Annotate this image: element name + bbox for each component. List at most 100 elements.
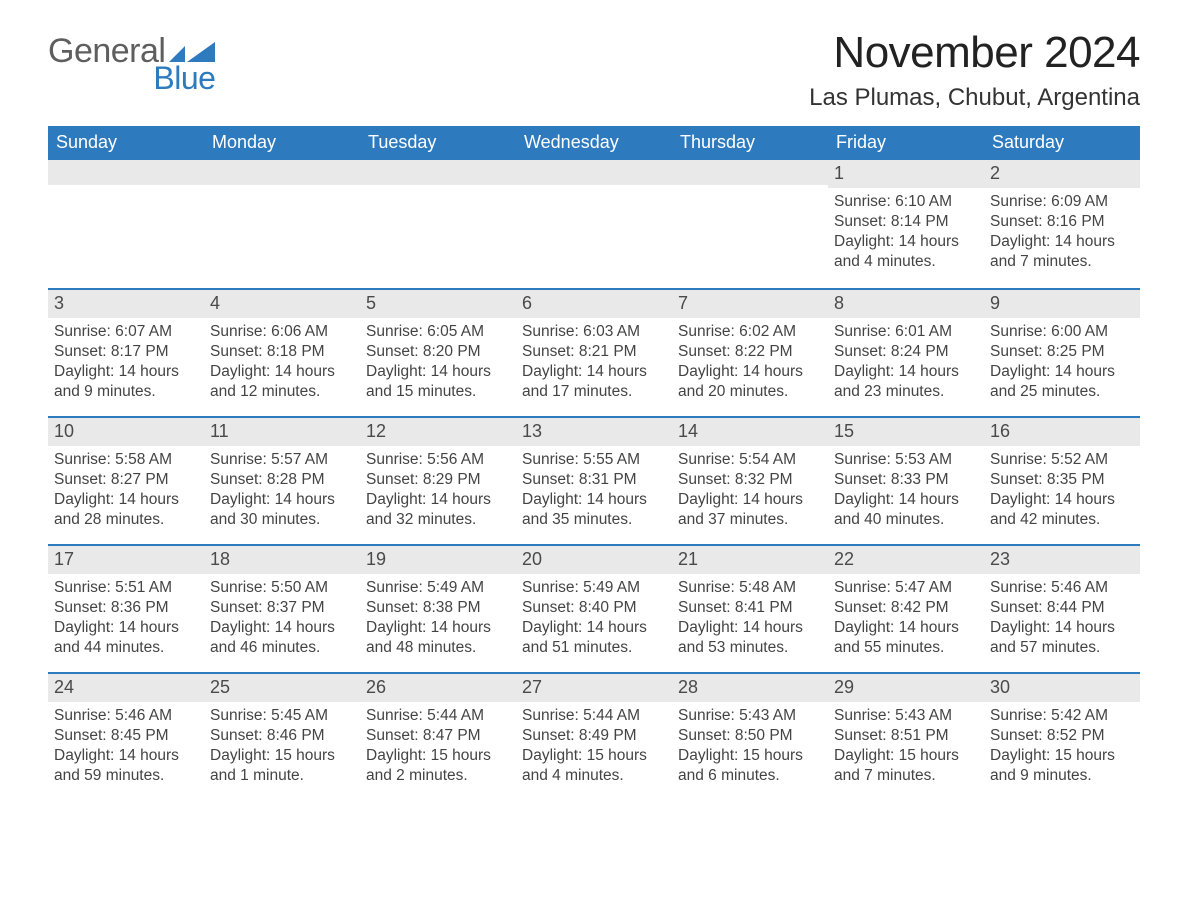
calendar-cell: 24Sunrise: 5:46 AMSunset: 8:45 PMDayligh… <box>48 674 204 800</box>
weekday-header: Thursday <box>672 126 828 160</box>
sunset-text: Sunset: 8:32 PM <box>678 470 822 490</box>
daylight-text-1: Daylight: 14 hours <box>834 362 978 382</box>
sunrise-text: Sunrise: 6:05 AM <box>366 322 510 342</box>
calendar-cell: 13Sunrise: 5:55 AMSunset: 8:31 PMDayligh… <box>516 418 672 544</box>
sunset-text: Sunset: 8:44 PM <box>990 598 1134 618</box>
daylight-text-1: Daylight: 14 hours <box>834 618 978 638</box>
daylight-text-2: and 9 minutes. <box>990 766 1134 786</box>
day-number: 12 <box>360 418 516 446</box>
day-number: 6 <box>516 290 672 318</box>
calendar-cell: 19 Sunrise: 5:49 AMSunset: 8:38 PMDayligh… <box>360 546 516 672</box>
sunset-text: Sunset: 8:16 PM <box>990 212 1134 232</box>
sunrise-text: Sunrise: 5:52 AM <box>990 450 1134 470</box>
daylight-text-1: Daylight: 14 hours <box>834 490 978 510</box>
day-number: 19 <box>360 546 516 574</box>
sunset-text: Sunset: 8:22 PM <box>678 342 822 362</box>
day-number: 7 <box>672 290 828 318</box>
daylight-text-2: and 23 minutes. <box>834 382 978 402</box>
daylight-text-2: and 2 minutes. <box>366 766 510 786</box>
day-number: 9 <box>984 290 1140 318</box>
week-row: 24Sunrise: 5:46 AMSunset: 8:45 PMDayligh… <box>48 672 1140 800</box>
weekday-header: Tuesday <box>360 126 516 160</box>
day-number: 21 <box>672 546 828 574</box>
sunrise-text: Sunrise: 6:00 AM <box>990 322 1134 342</box>
page-subtitle: Las Plumas, Chubut, Argentina <box>809 84 1140 112</box>
sunset-text: Sunset: 8:41 PM <box>678 598 822 618</box>
sunrise-text: Sunrise: 6:03 AM <box>522 322 666 342</box>
daylight-text-2: and 20 minutes. <box>678 382 822 402</box>
sunset-text: Sunset: 8:21 PM <box>522 342 666 362</box>
day-number: 30 <box>984 674 1140 702</box>
sunrise-text: Sunrise: 6:07 AM <box>54 322 198 342</box>
day-number: 13 <box>516 418 672 446</box>
calendar-cell: 15Sunrise: 5:53 AMSunset: 8:33 PMDayligh… <box>828 418 984 544</box>
sunset-text: Sunset: 8:45 PM <box>54 726 198 746</box>
daylight-text-2: and 9 minutes. <box>54 382 198 402</box>
sunset-text: Sunset: 8:14 PM <box>834 212 978 232</box>
sunrise-text: Sunrise: 5:44 AM <box>366 706 510 726</box>
title-block: November 2024 Las Plumas, Chubut, Argent… <box>809 28 1140 112</box>
topbar: General Blue November 2024 Las Plumas, C… <box>48 28 1140 112</box>
sunset-text: Sunset: 8:38 PM <box>366 598 510 618</box>
daylight-text-1: Daylight: 14 hours <box>990 362 1134 382</box>
daylight-text-1: Daylight: 14 hours <box>366 618 510 638</box>
daylight-text-2: and 32 minutes. <box>366 510 510 530</box>
daylight-text-1: Daylight: 14 hours <box>678 490 822 510</box>
daylight-text-1: Daylight: 14 hours <box>834 232 978 252</box>
daylight-text-1: Daylight: 14 hours <box>522 618 666 638</box>
day-number: 24 <box>48 674 204 702</box>
daylight-text-1: Daylight: 14 hours <box>210 362 354 382</box>
sunrise-text: Sunrise: 5:49 AM <box>522 578 666 598</box>
calendar-cell: 30Sunrise: 5:42 AMSunset: 8:52 PMDayligh… <box>984 674 1140 800</box>
sunset-text: Sunset: 8:20 PM <box>366 342 510 362</box>
sunset-text: Sunset: 8:40 PM <box>522 598 666 618</box>
day-number: 10 <box>48 418 204 446</box>
sunset-text: Sunset: 8:35 PM <box>990 470 1134 490</box>
daylight-text-2: and 51 minutes. <box>522 638 666 658</box>
sunset-text: Sunset: 8:42 PM <box>834 598 978 618</box>
calendar-cell <box>672 160 828 288</box>
sunrise-text: Sunrise: 5:53 AM <box>834 450 978 470</box>
sunrise-text: Sunrise: 5:45 AM <box>210 706 354 726</box>
calendar-cell: 10Sunrise: 5:58 AMSunset: 8:27 PMDayligh… <box>48 418 204 544</box>
sunrise-text: Sunrise: 5:49 AM <box>366 578 510 598</box>
daylight-text-1: Daylight: 14 hours <box>54 746 198 766</box>
page-title: November 2024 <box>809 28 1140 78</box>
daylight-text-2: and 1 minute. <box>210 766 354 786</box>
daylight-text-2: and 55 minutes. <box>834 638 978 658</box>
day-number <box>360 160 516 185</box>
calendar-cell: 18Sunrise: 5:50 AMSunset: 8:37 PMDayligh… <box>204 546 360 672</box>
daylight-text-1: Daylight: 15 hours <box>210 746 354 766</box>
day-number: 16 <box>984 418 1140 446</box>
day-number: 27 <box>516 674 672 702</box>
sunrise-text: Sunrise: 5:47 AM <box>834 578 978 598</box>
calendar-cell: 5Sunrise: 6:05 AMSunset: 8:20 PMDaylight… <box>360 290 516 416</box>
daylight-text-2: and 12 minutes. <box>210 382 354 402</box>
daylight-text-1: Daylight: 14 hours <box>990 618 1134 638</box>
calendar-cell: 9Sunrise: 6:00 AMSunset: 8:25 PMDaylight… <box>984 290 1140 416</box>
logo-text-blue: Blue <box>153 62 215 94</box>
daylight-text-2: and 48 minutes. <box>366 638 510 658</box>
calendar-cell <box>204 160 360 288</box>
day-number: 18 <box>204 546 360 574</box>
calendar-cell: 16Sunrise: 5:52 AMSunset: 8:35 PMDayligh… <box>984 418 1140 544</box>
sunset-text: Sunset: 8:27 PM <box>54 470 198 490</box>
daylight-text-1: Daylight: 14 hours <box>210 490 354 510</box>
sunrise-text: Sunrise: 6:02 AM <box>678 322 822 342</box>
daylight-text-1: Daylight: 14 hours <box>678 362 822 382</box>
calendar-cell: 11Sunrise: 5:57 AMSunset: 8:28 PMDayligh… <box>204 418 360 544</box>
sunset-text: Sunset: 8:33 PM <box>834 470 978 490</box>
sunrise-text: Sunrise: 6:06 AM <box>210 322 354 342</box>
logo: General Blue <box>48 28 215 94</box>
sunset-text: Sunset: 8:31 PM <box>522 470 666 490</box>
daylight-text-1: Daylight: 14 hours <box>678 618 822 638</box>
sunrise-text: Sunrise: 5:51 AM <box>54 578 198 598</box>
calendar-cell: 26Sunrise: 5:44 AMSunset: 8:47 PMDayligh… <box>360 674 516 800</box>
daylight-text-2: and 6 minutes. <box>678 766 822 786</box>
sunrise-text: Sunrise: 6:01 AM <box>834 322 978 342</box>
calendar-cell: 14Sunrise: 5:54 AMSunset: 8:32 PMDayligh… <box>672 418 828 544</box>
sunset-text: Sunset: 8:24 PM <box>834 342 978 362</box>
daylight-text-1: Daylight: 14 hours <box>54 490 198 510</box>
calendar-cell: 17Sunrise: 5:51 AMSunset: 8:36 PMDayligh… <box>48 546 204 672</box>
weekday-header: Monday <box>204 126 360 160</box>
